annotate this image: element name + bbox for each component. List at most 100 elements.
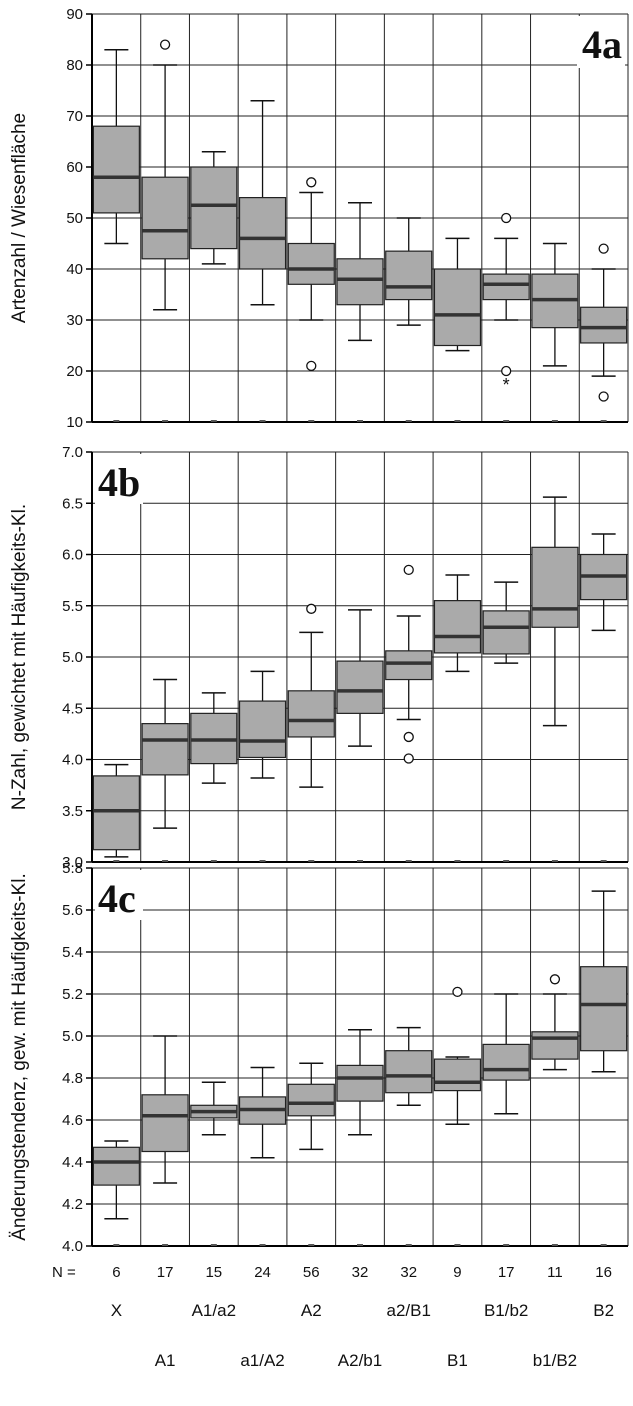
box (92, 775, 140, 851)
category-label: X (111, 1301, 122, 1320)
box (385, 1050, 433, 1094)
y-tick-label: 7.0 (62, 444, 83, 461)
n-count: 17 (498, 1264, 515, 1281)
y-tick-label: 5.0 (62, 1028, 83, 1045)
category-label: A1/a2 (192, 1301, 236, 1320)
y-tick-label: 5.2 (62, 986, 83, 1003)
box (238, 700, 287, 759)
y-tick-label: 6.5 (62, 495, 83, 512)
box (531, 546, 579, 628)
y-tick-label: 5.6 (62, 902, 83, 919)
category-label: B1/b2 (484, 1301, 528, 1320)
panel-label: 4a (582, 22, 622, 67)
outlier-point (306, 603, 317, 614)
outlier-point (598, 243, 609, 254)
y-tick-label: 4.2 (62, 1196, 83, 1213)
y-tick-label: 3.5 (62, 803, 83, 820)
n-count: 56 (303, 1264, 320, 1281)
box (92, 125, 140, 214)
y-axis-label: Artenzahl / Wiesenfläche (9, 113, 30, 323)
box (336, 1064, 384, 1102)
box (141, 723, 189, 776)
n-count: 11 (547, 1264, 563, 1281)
y-tick-label: 90 (66, 6, 83, 23)
outlier-point (306, 360, 317, 372)
n-label: N = (52, 1264, 76, 1281)
y-axis-label: Änderungstendenz, gew. mit Häufigkeits-K… (9, 873, 30, 1241)
y-tick-label: 5.0 (62, 649, 83, 666)
box (385, 650, 433, 681)
category-label: b1/B2 (533, 1351, 577, 1370)
outlier-point (403, 753, 414, 764)
panel-label-bg (95, 454, 143, 504)
box (433, 600, 482, 654)
box (433, 268, 482, 347)
outlier-point (306, 177, 317, 188)
y-tick-label: 40 (66, 261, 83, 278)
box (580, 966, 628, 1052)
y-tick-label: 4.6 (62, 1112, 83, 1129)
y-tick-label: 4.8 (62, 1070, 83, 1087)
category-label: a1/A2 (240, 1351, 284, 1370)
y-tick-label: 80 (66, 57, 83, 74)
category-label: a2/B1 (387, 1301, 431, 1320)
category-label: B1 (447, 1351, 468, 1370)
n-count: 16 (595, 1264, 612, 1281)
y-tick-label: 4.0 (62, 1238, 83, 1255)
box (531, 1031, 579, 1060)
y-tick-label: 5.5 (62, 598, 83, 615)
y-tick-label: 30 (66, 312, 83, 329)
n-count: 24 (254, 1264, 271, 1281)
panel-label: 4b (98, 460, 140, 505)
category-label: A2/b1 (338, 1351, 382, 1370)
n-count: 9 (453, 1264, 461, 1281)
panel-label-bg (577, 16, 625, 68)
box (190, 166, 238, 250)
y-tick-label: 70 (66, 108, 83, 125)
y-tick-label: 50 (66, 210, 83, 227)
outlier-point (501, 212, 512, 224)
box (482, 273, 530, 301)
y-axis-label: N-Zahl, gewichtet mit Häufigkeits-Kl. (9, 504, 30, 810)
category-label: B2 (593, 1301, 614, 1320)
box (336, 258, 384, 306)
category-label: A2 (301, 1301, 322, 1320)
box (385, 250, 433, 301)
outlier-point (549, 974, 561, 985)
panel-label: 4c (98, 876, 136, 921)
panel-label-bg (95, 870, 143, 920)
box (141, 1094, 189, 1153)
n-count: 17 (157, 1264, 174, 1281)
box (482, 610, 530, 655)
box (141, 176, 189, 260)
y-tick-label: 4.0 (62, 752, 83, 769)
box (287, 690, 335, 738)
y-tick-label: 10 (66, 414, 83, 431)
box (336, 660, 384, 714)
category-label: A1 (155, 1351, 176, 1370)
box (433, 1058, 482, 1092)
y-tick-label: 5.8 (62, 860, 83, 877)
y-tick-label: 4.4 (62, 1154, 83, 1171)
y-tick-label: 60 (66, 159, 83, 176)
n-count: 6 (112, 1264, 120, 1281)
n-count: 32 (352, 1264, 369, 1281)
box (287, 1083, 335, 1117)
outlier-point (159, 39, 171, 50)
y-tick-label: 3.0 (62, 854, 83, 871)
extreme-point: * (503, 375, 510, 395)
y-tick-label: 5.4 (62, 944, 83, 961)
y-tick-label: 4.5 (62, 700, 83, 717)
outlier-point (452, 986, 463, 998)
box (580, 306, 628, 344)
n-count: 32 (400, 1264, 417, 1281)
outlier-point (501, 365, 512, 377)
box (92, 1146, 140, 1186)
outlier-point (403, 564, 414, 576)
y-tick-label: 6.0 (62, 547, 83, 564)
box (287, 242, 335, 285)
box (482, 1043, 530, 1081)
box (238, 197, 287, 270)
outlier-point (598, 391, 609, 402)
